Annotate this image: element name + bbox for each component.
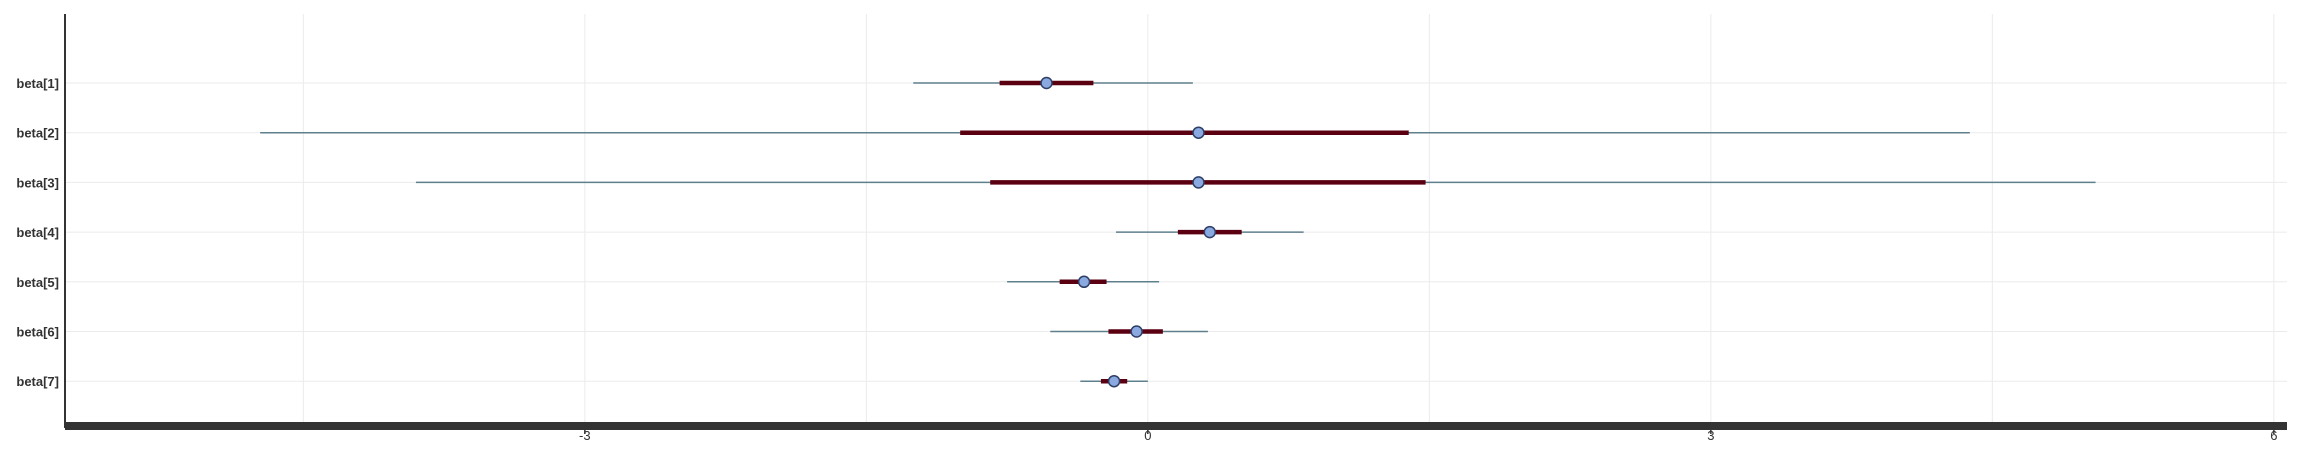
parameter-label: beta[5]	[16, 275, 59, 290]
x-tick-label: 3	[1707, 428, 1714, 443]
x-tick-label: 6	[2270, 428, 2277, 443]
parameter-label: beta[2]	[16, 126, 59, 141]
median-point	[1192, 126, 1205, 139]
median-point	[1107, 374, 1121, 388]
parameter-labels: beta[1] beta[2] beta[3] beta[4] beta[5] beta[…	[16, 76, 59, 389]
parameter-label: beta[1]	[16, 76, 59, 91]
x-axis-ticks: -3 0 3 6	[579, 428, 2277, 443]
x-tick-label: -3	[579, 428, 591, 443]
parameter-label: beta[4]	[16, 225, 59, 240]
parameter-label: beta[6]	[16, 325, 59, 340]
median-point	[1203, 225, 1217, 239]
x-tick-label: 0	[1144, 428, 1151, 443]
median-point	[1192, 176, 1205, 189]
median-point	[1077, 275, 1091, 289]
median-point	[1130, 325, 1143, 338]
median-points	[1040, 76, 1217, 388]
parameter-label: beta[3]	[16, 175, 59, 190]
parameter-label: beta[7]	[16, 374, 59, 389]
median-point	[1040, 76, 1053, 90]
x-axis-bar	[65, 422, 2287, 430]
vertical-gridlines	[302, 14, 2275, 422]
